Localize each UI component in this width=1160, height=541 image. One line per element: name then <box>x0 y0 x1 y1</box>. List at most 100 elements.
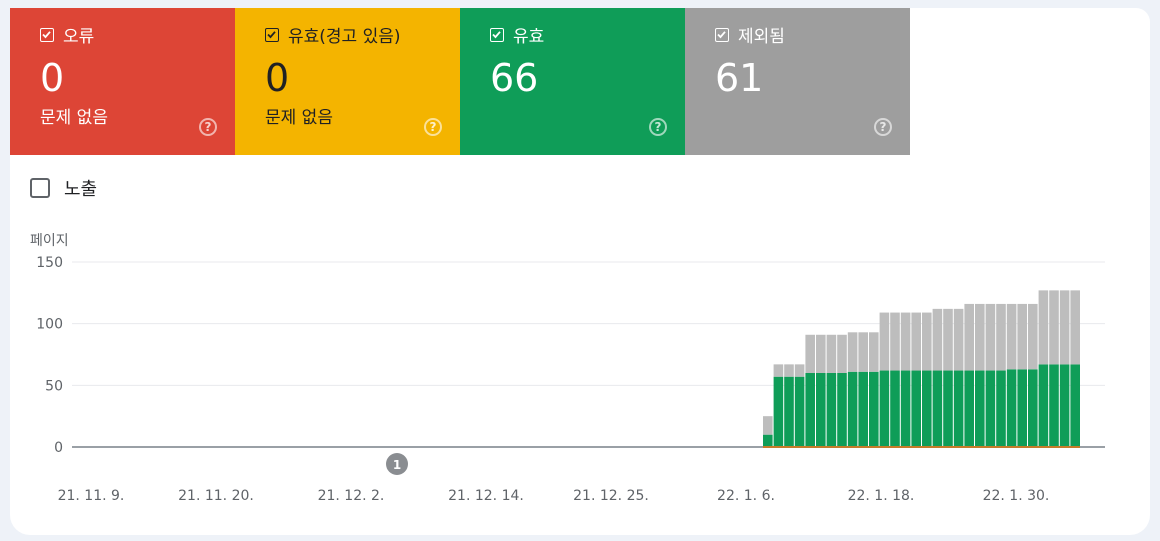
checkbox-checked-icon[interactable] <box>40 27 54 42</box>
tile-count: 0 <box>40 56 65 100</box>
bar-valid <box>900 370 911 447</box>
tile-label: 유효 <box>513 27 545 47</box>
tile-label: 유효(경고 있음) <box>288 27 401 47</box>
checkbox-checked-icon[interactable] <box>490 27 504 42</box>
bar-valid <box>985 370 996 447</box>
bar-valid <box>890 370 900 447</box>
impressions-toggle[interactable]: 노출 <box>30 175 97 201</box>
bar-valid <box>847 371 858 447</box>
bar-excluded <box>985 303 996 371</box>
bar-valid <box>1070 364 1080 447</box>
tile-warning[interactable]: 유효(경고 있음) 0 문제 없음 ? <box>235 8 460 155</box>
bar-valid <box>943 370 953 447</box>
bar-excluded <box>784 364 794 377</box>
bar-excluded <box>826 334 837 373</box>
help-icon[interactable]: ? <box>874 118 892 136</box>
x-tick-label: 21. 12. 25. <box>573 488 649 504</box>
bar-excluded <box>858 332 868 372</box>
bar-excluded <box>922 312 932 371</box>
bar-excluded <box>794 364 805 377</box>
bar-valid <box>1006 369 1017 447</box>
bar-valid <box>1028 369 1038 447</box>
bar-valid <box>953 370 964 447</box>
bar-valid <box>869 371 879 447</box>
bar-excluded <box>953 308 964 371</box>
tile-count: 61 <box>715 56 764 100</box>
help-icon[interactable]: ? <box>199 118 217 136</box>
bar-excluded <box>879 312 890 371</box>
bar-excluded <box>1028 303 1038 370</box>
y-tick-label: 100 <box>36 317 63 333</box>
x-tick-label: 21. 11. 20. <box>178 488 254 504</box>
y-tick-label: 50 <box>45 378 63 394</box>
bar-excluded <box>943 308 953 371</box>
bar-excluded <box>996 303 1006 371</box>
tile-subtitle: 문제 없음 <box>265 108 333 128</box>
x-tick-label: 21. 12. 14. <box>448 488 524 504</box>
bar-excluded <box>1049 290 1059 365</box>
tile-excluded[interactable]: 제외됨 61 ? <box>685 8 910 155</box>
tile-valid[interactable]: 유효 66 ? <box>460 8 685 155</box>
bar-excluded <box>911 312 921 371</box>
bar-excluded <box>847 332 858 372</box>
annotation-label: 1 <box>393 458 401 472</box>
x-tick-label: 22. 1. 18. <box>848 488 915 504</box>
bar-excluded <box>964 303 974 371</box>
bar-excluded <box>975 303 985 371</box>
bar-valid <box>975 370 985 447</box>
impressions-label: 노출 <box>64 179 98 200</box>
bar-valid <box>826 373 837 447</box>
bar-excluded <box>890 312 900 371</box>
bar-valid <box>932 370 943 447</box>
bar-excluded <box>1059 290 1070 365</box>
y-tick-label: 150 <box>36 255 63 271</box>
y-tick-label: 0 <box>54 440 63 456</box>
tile-count: 0 <box>265 56 290 100</box>
bar-valid <box>964 370 974 447</box>
bar-valid <box>996 370 1006 447</box>
checkbox-checked-icon[interactable] <box>715 27 729 42</box>
tile-error[interactable]: 오류 0 문제 없음 ? <box>10 8 235 155</box>
help-icon[interactable]: ? <box>424 118 442 136</box>
checkbox-unchecked-icon[interactable] <box>30 178 50 198</box>
bar-valid <box>911 370 921 447</box>
bar-excluded <box>932 308 943 371</box>
bar-excluded <box>763 416 773 435</box>
x-tick-label: 22. 1. 30. <box>983 488 1050 504</box>
bar-valid <box>794 376 805 447</box>
bar-excluded <box>1017 303 1027 370</box>
bar-valid <box>1049 364 1059 447</box>
status-tiles: 오류 0 문제 없음 ? 유효(경고 있음) 0 문제 없음 ? 유효 66 ?… <box>10 8 910 155</box>
bar-valid <box>837 373 847 447</box>
bar-excluded <box>816 334 826 373</box>
bar-valid <box>1059 364 1070 447</box>
bar-excluded <box>1070 290 1080 365</box>
bar-valid <box>773 376 784 447</box>
bar-valid <box>784 376 794 447</box>
bar-valid <box>763 434 773 447</box>
bar-excluded <box>900 312 911 371</box>
x-tick-label: 21. 11. 9. <box>58 488 125 504</box>
bar-excluded <box>837 334 847 373</box>
annotation-marker <box>386 453 408 475</box>
help-icon[interactable]: ? <box>649 118 667 136</box>
bar-valid <box>1017 369 1027 447</box>
checkbox-checked-icon[interactable] <box>265 27 279 42</box>
bar-valid <box>816 373 826 447</box>
bar-excluded <box>869 332 879 372</box>
bar-valid <box>922 370 932 447</box>
bar-valid <box>1038 364 1049 447</box>
y-axis-label: 페이지 <box>30 233 69 249</box>
x-tick-label: 21. 12. 2. <box>318 488 385 504</box>
x-tick-label: 22. 1. 6. <box>717 488 775 504</box>
bar-excluded <box>1038 290 1049 365</box>
tile-label: 오류 <box>63 27 95 47</box>
bar-valid <box>858 371 868 447</box>
tile-label: 제외됨 <box>738 27 785 47</box>
bar-excluded <box>805 334 815 373</box>
bar-excluded <box>1006 303 1017 370</box>
tile-count: 66 <box>490 56 539 100</box>
bar-valid <box>879 370 890 447</box>
bar-excluded <box>773 364 784 377</box>
